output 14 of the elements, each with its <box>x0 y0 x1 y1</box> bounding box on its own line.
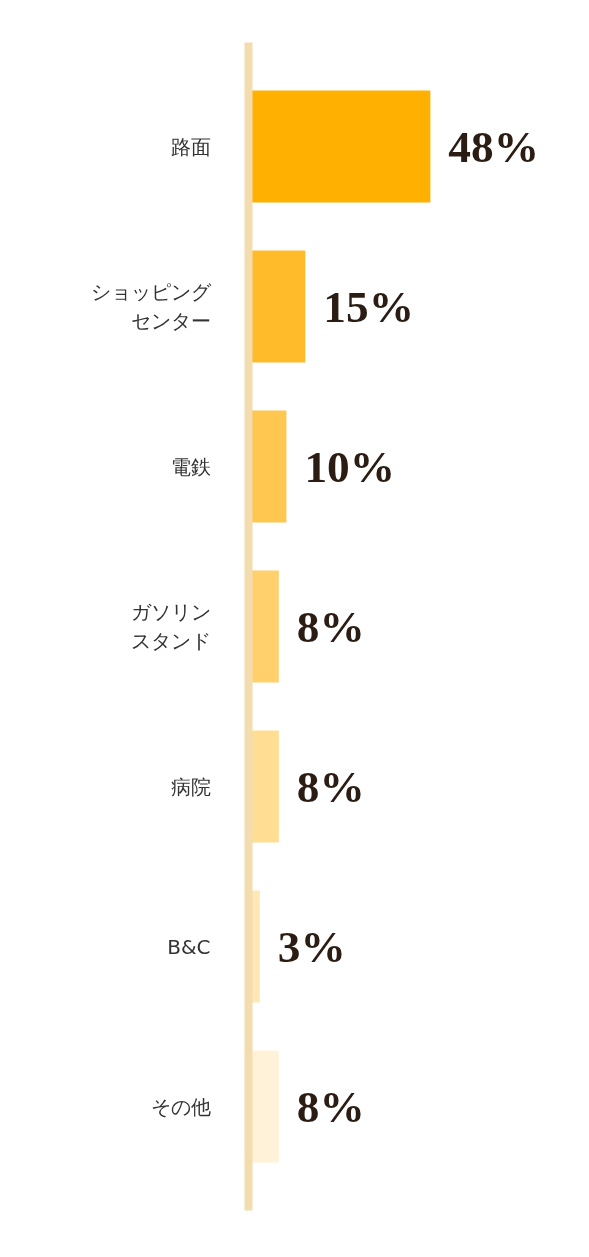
data-label: 3% <box>277 921 346 972</box>
y-tick-label: その他 <box>150 1094 211 1119</box>
data-label: 8% <box>296 601 365 652</box>
y-tick-label: ガソリンスタンド <box>130 600 211 653</box>
y-tick-label: ショッピングセンター <box>90 280 212 333</box>
y-tick-label: 電鉄 <box>170 454 211 479</box>
data-label: 8% <box>296 761 365 812</box>
y-tick-label: 病院 <box>170 774 211 799</box>
y-tick-label: B&C <box>167 934 211 959</box>
y-tick-label: 路面 <box>170 134 211 159</box>
data-label: 48% <box>448 121 540 172</box>
data-label: 15% <box>323 281 414 332</box>
data-label: 8% <box>296 1081 365 1132</box>
data-label: 10% <box>304 441 396 492</box>
